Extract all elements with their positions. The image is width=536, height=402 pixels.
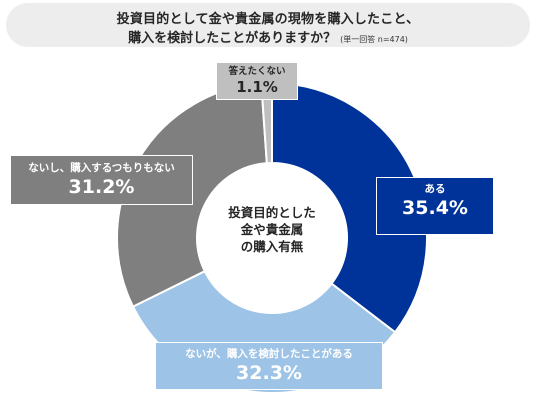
center-label-line3: の購入有無	[240, 239, 304, 254]
data-label-kotaetakunai-name: 答えたくない	[228, 66, 286, 77]
donut-slice-aru	[271, 81, 428, 334]
donut-center-label: 投資目的とした 金や貴金属 の購入有無	[208, 204, 336, 255]
chart-title-box: 投資目的として金や貴金属の現物を購入したこと、 購入を検討したことがありますか？…	[6, 3, 530, 47]
data-label-kotaetakunai-value: 1.1%	[236, 78, 278, 96]
data-label-aru-name: ある	[424, 183, 446, 195]
center-label-line2: 金や貴金属	[240, 222, 304, 237]
data-label-nai-value: 31.2%	[68, 176, 135, 198]
data-label-nai: ないし、購入するつもりもない 31.2%	[10, 155, 193, 205]
data-label-kotaetakunai: 答えたくない 1.1%	[216, 62, 298, 100]
data-label-kentou-name: ないが、購入を検討したことがある	[185, 348, 353, 360]
data-label-kentou-value: 32.3%	[236, 362, 302, 384]
chart-title-line2: 購入を検討したことがありますか？ (単一回答 n=474)	[6, 27, 530, 46]
data-label-aru-value: 35.4%	[402, 197, 468, 219]
chart-title-note: (単一回答 n=474)	[340, 35, 408, 44]
chart-title-line1: 投資目的として金や貴金属の現物を購入したこと、	[116, 12, 420, 27]
data-label-kentou: ないが、購入を検討したことがある 32.3%	[155, 342, 383, 390]
data-label-aru: ある 35.4%	[376, 177, 494, 235]
data-label-nai-name: ないし、購入するつもりもない	[28, 162, 175, 174]
center-label-line1: 投資目的とした	[228, 205, 316, 220]
chart-title-line2-text: 購入を検討したことがありますか？	[128, 31, 337, 46]
